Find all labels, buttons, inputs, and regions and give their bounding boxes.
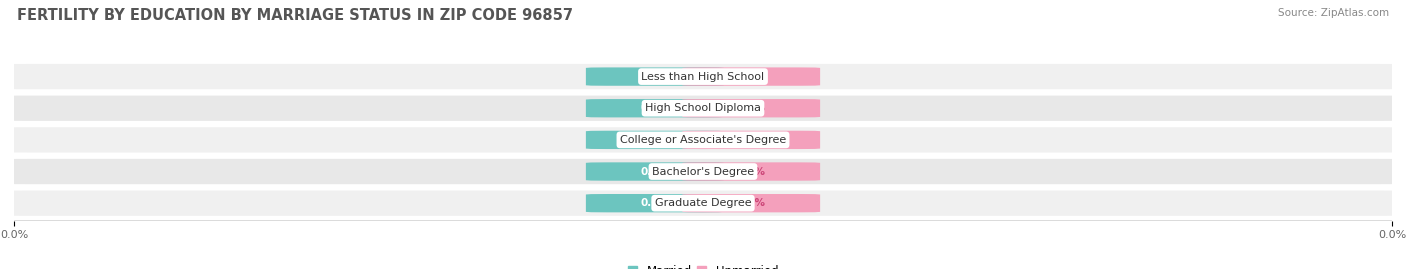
Text: High School Diploma: High School Diploma <box>645 103 761 113</box>
Text: Bachelor's Degree: Bachelor's Degree <box>652 167 754 176</box>
FancyBboxPatch shape <box>0 64 1406 89</box>
FancyBboxPatch shape <box>682 194 820 212</box>
Legend: Married, Unmarried: Married, Unmarried <box>623 260 783 269</box>
Text: 0.0%: 0.0% <box>640 198 669 208</box>
FancyBboxPatch shape <box>586 194 724 212</box>
FancyBboxPatch shape <box>682 131 820 149</box>
FancyBboxPatch shape <box>586 99 724 117</box>
Text: Less than High School: Less than High School <box>641 72 765 82</box>
Text: Source: ZipAtlas.com: Source: ZipAtlas.com <box>1278 8 1389 18</box>
FancyBboxPatch shape <box>682 99 820 117</box>
FancyBboxPatch shape <box>0 127 1406 153</box>
Text: FERTILITY BY EDUCATION BY MARRIAGE STATUS IN ZIP CODE 96857: FERTILITY BY EDUCATION BY MARRIAGE STATU… <box>17 8 572 23</box>
Text: 0.0%: 0.0% <box>737 103 766 113</box>
Text: 0.0%: 0.0% <box>737 72 766 82</box>
FancyBboxPatch shape <box>682 162 820 181</box>
Text: Graduate Degree: Graduate Degree <box>655 198 751 208</box>
FancyBboxPatch shape <box>586 162 724 181</box>
FancyBboxPatch shape <box>0 190 1406 216</box>
Text: 0.0%: 0.0% <box>737 198 766 208</box>
FancyBboxPatch shape <box>0 95 1406 121</box>
FancyBboxPatch shape <box>586 68 724 86</box>
Text: College or Associate's Degree: College or Associate's Degree <box>620 135 786 145</box>
Text: 0.0%: 0.0% <box>640 135 669 145</box>
FancyBboxPatch shape <box>682 68 820 86</box>
FancyBboxPatch shape <box>586 131 724 149</box>
Text: 0.0%: 0.0% <box>737 135 766 145</box>
Text: 0.0%: 0.0% <box>640 167 669 176</box>
Text: 0.0%: 0.0% <box>640 72 669 82</box>
Text: 0.0%: 0.0% <box>640 103 669 113</box>
FancyBboxPatch shape <box>0 159 1406 184</box>
Text: 0.0%: 0.0% <box>737 167 766 176</box>
